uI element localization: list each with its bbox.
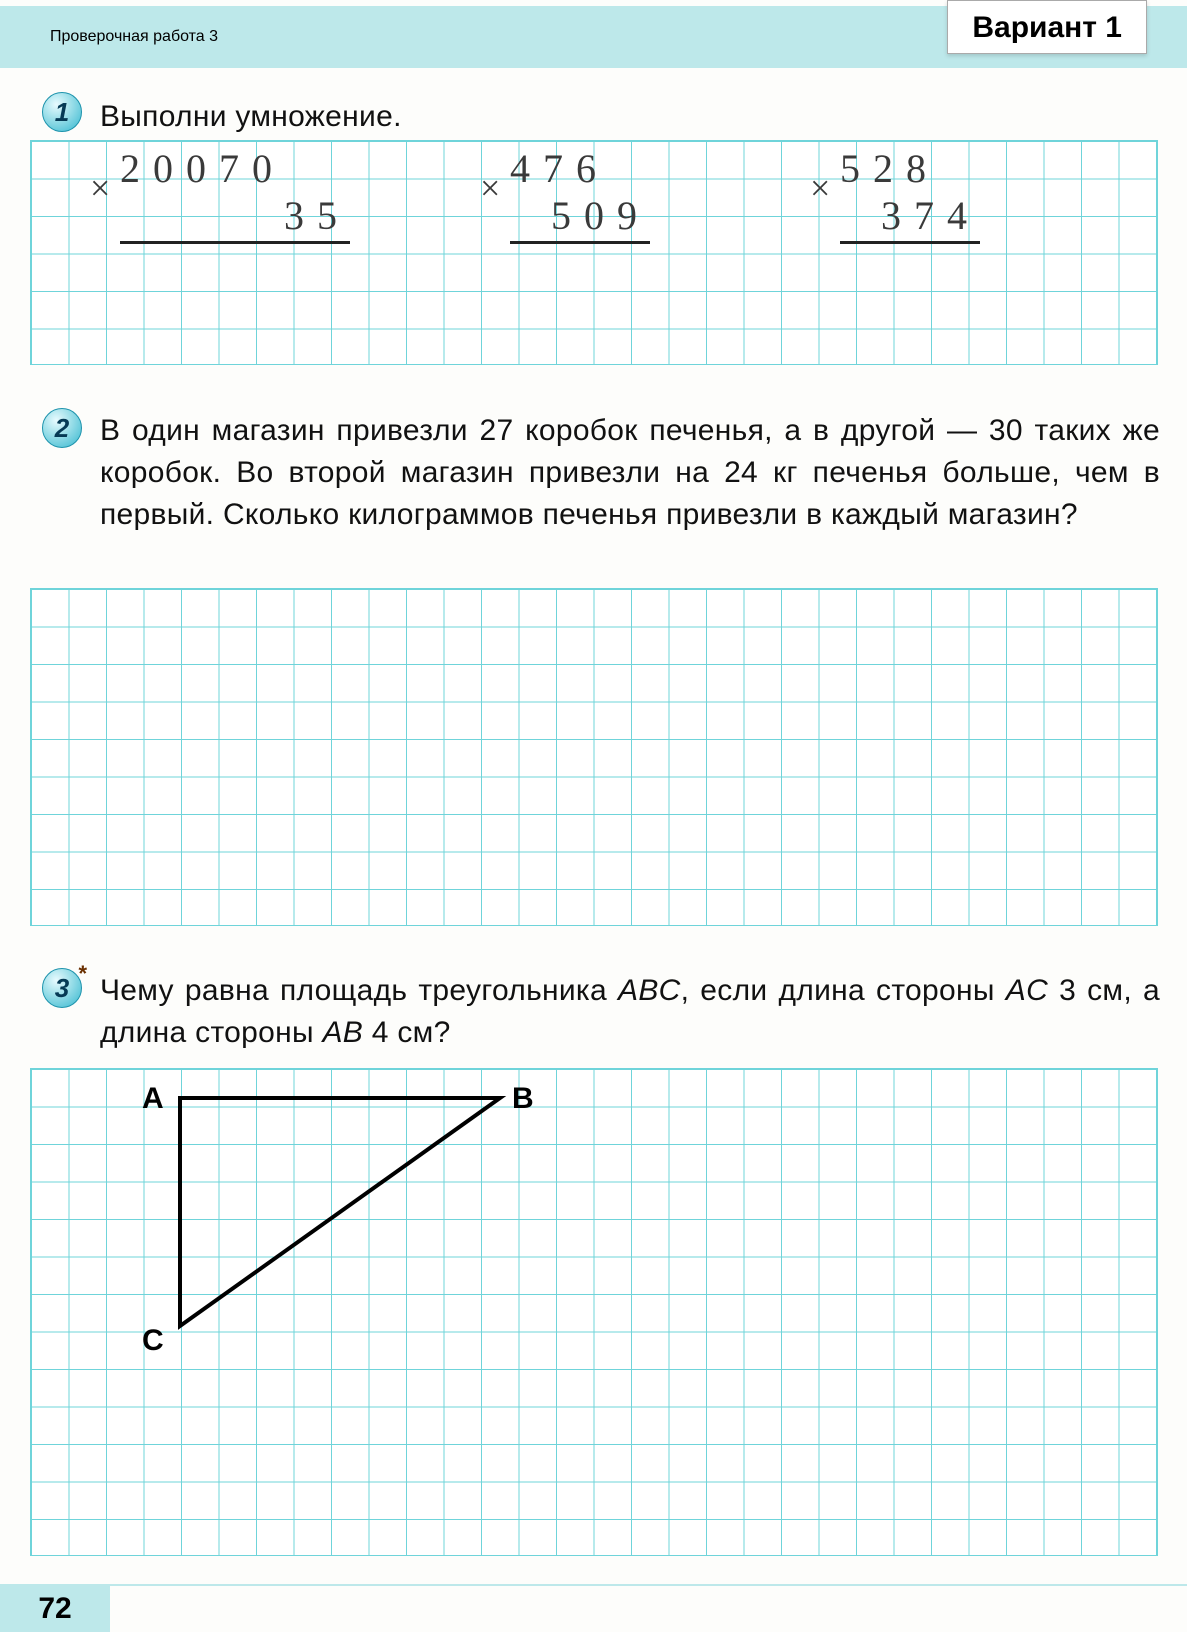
task2-prompt: В один магазин привезли 27 коробок печен… (100, 410, 1160, 536)
multiplication-row: × 20070 35 × 476 509 × 528 374 (50, 145, 1160, 235)
vertex-a: A (142, 1082, 164, 1116)
t3-ac: AC (1006, 974, 1048, 1007)
header-band: Проверочная работа 3 Вариант 1 (0, 6, 1187, 68)
times-icon: × (90, 167, 110, 209)
t3-text-d: 4 см? (363, 1016, 450, 1049)
vertex-b: B (512, 1082, 534, 1116)
mult3-bot: 374 (840, 192, 980, 239)
mult1-top: 20070 (120, 145, 350, 192)
mult2-bar (510, 241, 650, 244)
worksheet-title: Проверочная работа 3 (50, 28, 218, 46)
triangle-svg (30, 1068, 630, 1388)
task3-prompt: Чему равна площадь треугольника ABC, есл… (100, 970, 1160, 1054)
page-number: 72 (0, 1586, 110, 1632)
mult-problem-2: × 476 509 (510, 145, 650, 244)
star-icon: * (78, 961, 87, 987)
task-badge-3: 3 * (42, 968, 82, 1008)
task-number: 1 (55, 97, 69, 128)
task-number: 3 (55, 973, 69, 1004)
triangle-abc (180, 1098, 500, 1326)
mult3-top: 528 (840, 145, 980, 192)
variant-label: Вариант 1 (947, 0, 1147, 54)
mult-problem-3: × 528 374 (840, 145, 980, 244)
footer-rule (0, 1584, 1187, 1586)
grid-area-2 (30, 588, 1158, 926)
mult2-bot: 509 (510, 192, 650, 239)
mult1-bar (120, 241, 350, 244)
task1-prompt: Выполни умножение. (100, 96, 402, 138)
vertex-c: C (142, 1324, 164, 1358)
mult1-bot: 35 (120, 192, 350, 239)
t3-text-b: , если длина сторо­ны (681, 974, 1006, 1007)
task-number: 2 (55, 413, 69, 444)
task-badge-1: 1 (42, 92, 82, 132)
mult2-top: 476 (510, 145, 650, 192)
times-icon: × (810, 167, 830, 209)
task-badge-2: 2 (42, 408, 82, 448)
triangle-figure: A B C (30, 1068, 630, 1393)
t3-abc: ABC (618, 974, 681, 1007)
mult-problem-1: × 20070 35 (120, 145, 350, 244)
t3-text-a: Чему равна площадь треугольника (100, 974, 618, 1007)
mult3-bar (840, 241, 980, 244)
t3-ab: AB (322, 1016, 363, 1049)
times-icon: × (480, 167, 500, 209)
